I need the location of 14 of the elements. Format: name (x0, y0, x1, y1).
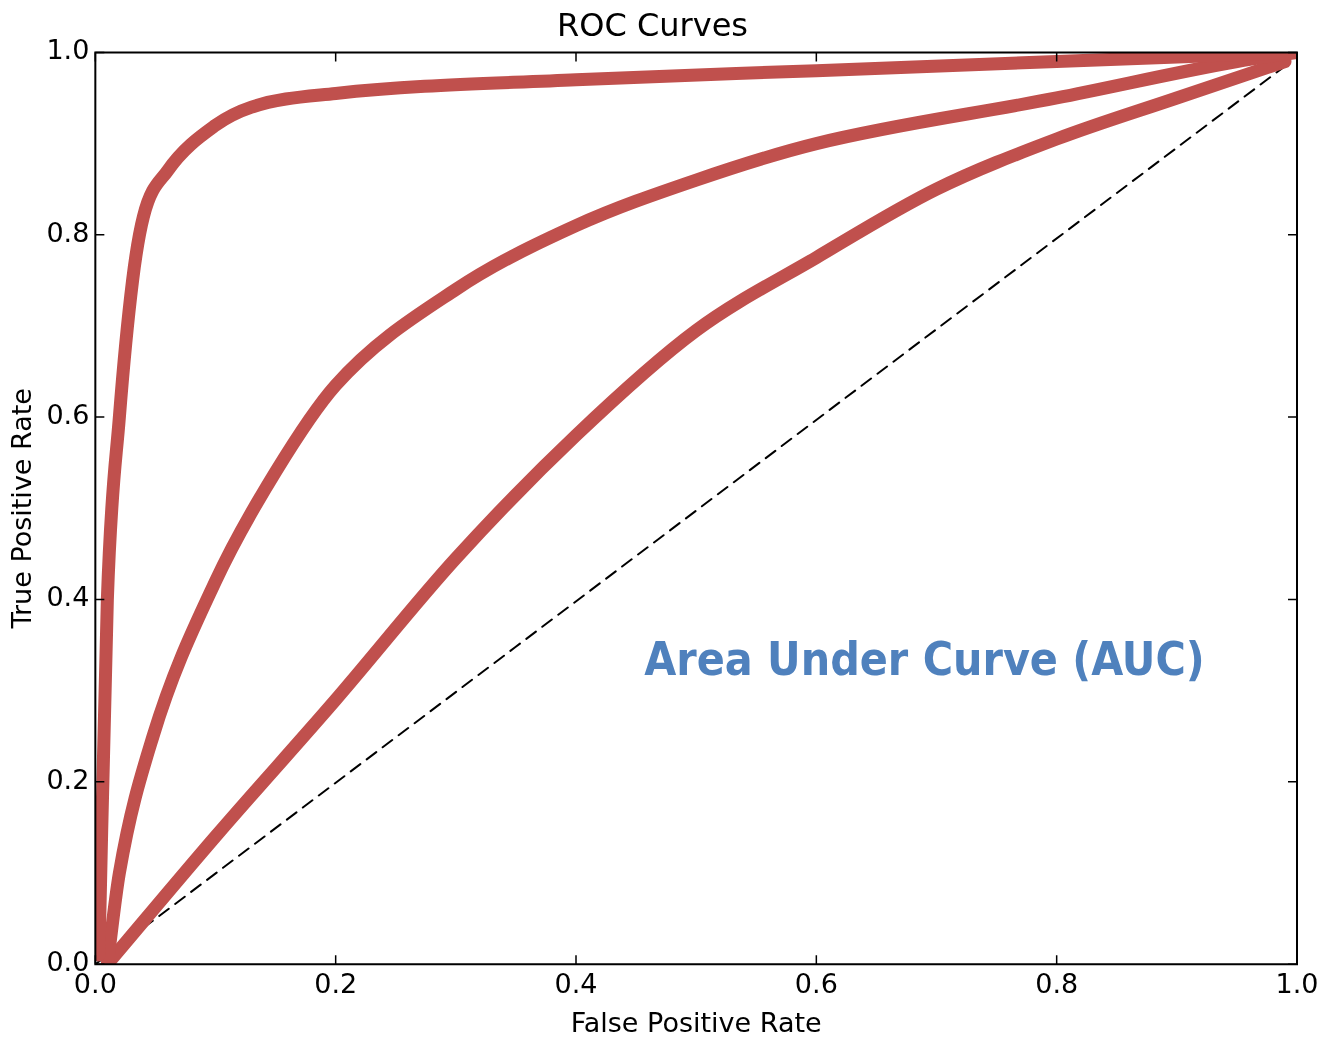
y-tick-label: 1.0 (46, 34, 90, 66)
x-axis-title: False Positive Rate (570, 1006, 822, 1038)
chart-title: ROC Curves (556, 5, 749, 44)
x-tick-label: 0.6 (794, 968, 838, 1000)
annotation: Area Under Curve (AUC) (644, 632, 1205, 687)
y-tick-label: 0.8 (46, 216, 90, 248)
y-tick-label: 0.4 (46, 581, 90, 613)
x-tick-label: 0.4 (554, 968, 598, 1000)
x-tick-label: 0.8 (1035, 968, 1079, 1000)
x-tick-label: 0.2 (314, 968, 358, 1000)
y-axis-title: True Positive Rate (6, 388, 38, 630)
y-tick-label: 0.2 (46, 763, 90, 795)
x-tick-label: 1.0 (1275, 968, 1319, 1000)
y-tick-label: 0.6 (46, 399, 90, 431)
